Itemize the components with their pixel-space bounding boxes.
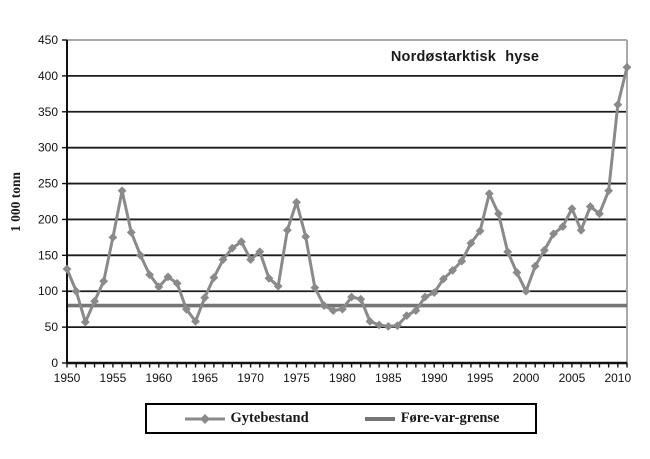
chart-title: Nordøstarktisk hyse	[390, 49, 540, 65]
svg-text:400: 400	[38, 69, 58, 83]
svg-text:1990: 1990	[421, 371, 448, 385]
svg-text:50: 50	[45, 320, 59, 334]
legend: Gytebestand Føre-var-grense	[145, 403, 537, 434]
svg-text:2010: 2010	[604, 371, 631, 385]
svg-text:1955: 1955	[100, 371, 127, 385]
svg-text:1980: 1980	[329, 371, 356, 385]
svg-text:350: 350	[38, 105, 58, 119]
svg-text:250: 250	[38, 177, 58, 191]
svg-text:200: 200	[38, 212, 58, 226]
legend-item-gytebestand: Gytebestand	[183, 410, 309, 427]
chart-canvas: 1950 1955 1960 1965 1970 1975 1980 1985 1990 1995…	[38, 33, 632, 385]
y-axis-title: 1 000 tonn	[8, 171, 23, 233]
svg-text:1950: 1950	[54, 371, 81, 385]
legend-label-fore-var-grense: Føre-var-grense	[400, 410, 500, 426]
svg-text:2000: 2000	[513, 371, 540, 385]
svg-text:0: 0	[51, 356, 58, 370]
svg-text:1960: 1960	[145, 371, 172, 385]
diamond-line-marker-icon	[184, 413, 225, 424]
svg-text:300: 300	[38, 141, 58, 155]
svg-text:150: 150	[38, 248, 58, 262]
legend-label-gytebestand: Gytebestand	[230, 410, 309, 426]
svg-text:2005: 2005	[559, 371, 586, 385]
svg-text:1995: 1995	[467, 371, 494, 385]
svg-text:1965: 1965	[191, 371, 218, 385]
svg-text:100: 100	[38, 284, 58, 298]
svg-text:1985: 1985	[375, 371, 402, 385]
threshold-line-marker-icon	[364, 416, 395, 421]
svg-text:1975: 1975	[283, 371, 310, 385]
svg-text:1970: 1970	[237, 371, 264, 385]
svg-text:450: 450	[38, 33, 58, 47]
legend-item-fore-var-grense: Føre-var-grense	[363, 410, 500, 427]
